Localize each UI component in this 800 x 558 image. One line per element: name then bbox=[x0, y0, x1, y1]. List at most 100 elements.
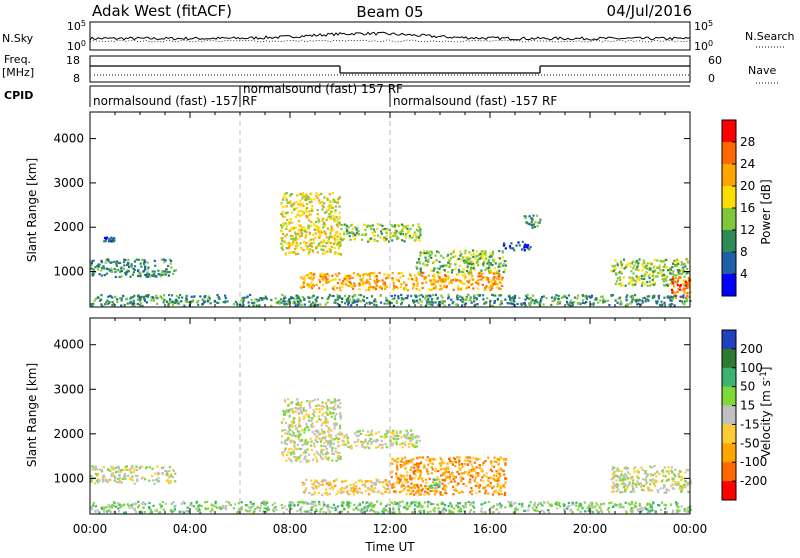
echo-cell bbox=[326, 483, 328, 485]
echo-cell bbox=[347, 502, 349, 504]
echo-cell bbox=[324, 245, 326, 247]
echo-cell bbox=[313, 484, 315, 486]
echo-cell bbox=[447, 476, 449, 478]
echo-cell bbox=[297, 444, 299, 446]
echo-cell bbox=[263, 297, 265, 299]
echo-cell bbox=[322, 511, 324, 513]
echo-cell bbox=[178, 297, 180, 299]
echo-cell bbox=[504, 269, 506, 271]
echo-cell bbox=[196, 501, 198, 503]
echo-cell bbox=[287, 201, 289, 203]
echo-cell bbox=[136, 259, 138, 261]
echo-cell bbox=[337, 505, 339, 507]
echo-cell bbox=[362, 501, 364, 503]
power-ylabel: Slant Range [km] bbox=[25, 158, 39, 262]
echo-cell bbox=[162, 501, 164, 503]
echo-cell bbox=[352, 235, 354, 237]
echo-cell bbox=[494, 460, 496, 462]
echo-cell bbox=[534, 226, 536, 228]
echo-cell bbox=[406, 437, 408, 439]
echo-cell bbox=[163, 299, 165, 301]
echo-cell bbox=[309, 402, 311, 404]
echo-cell bbox=[321, 408, 323, 410]
echo-cell bbox=[458, 288, 460, 290]
echo-cell bbox=[322, 484, 324, 486]
echo-cell bbox=[551, 297, 553, 299]
echo-cell bbox=[326, 492, 328, 494]
echo-cell bbox=[449, 502, 451, 504]
echo-cell bbox=[96, 468, 98, 470]
echo-cell bbox=[127, 259, 129, 261]
echo-cell bbox=[294, 446, 296, 448]
echo-cell bbox=[318, 201, 320, 203]
echo-cell bbox=[457, 298, 459, 300]
echo-cell bbox=[475, 255, 477, 257]
echo-cell bbox=[631, 280, 633, 282]
echo-cell bbox=[304, 275, 306, 277]
echo-cell bbox=[399, 491, 401, 493]
echo-cell bbox=[259, 507, 261, 509]
echo-cell bbox=[468, 470, 470, 472]
echo-cell bbox=[477, 294, 479, 296]
echo-cell bbox=[281, 237, 283, 239]
echo-cell bbox=[368, 493, 370, 495]
echo-cell bbox=[346, 298, 348, 300]
echo-cell bbox=[426, 470, 428, 472]
echo-cell bbox=[403, 464, 405, 466]
echo-cell bbox=[172, 301, 174, 303]
echo-cell bbox=[376, 501, 378, 503]
echo-cell bbox=[306, 203, 308, 205]
echo-cell bbox=[463, 283, 465, 285]
echo-cell bbox=[681, 268, 683, 270]
echo-cell bbox=[611, 478, 613, 480]
echo-cell bbox=[307, 415, 309, 417]
echo-cell bbox=[599, 506, 601, 508]
echo-cell bbox=[166, 470, 168, 472]
echo-cell bbox=[320, 230, 322, 232]
echo-cell bbox=[331, 246, 333, 248]
echo-cell bbox=[92, 274, 94, 276]
echo-cell bbox=[375, 447, 377, 449]
echo-cell bbox=[321, 297, 323, 299]
echo-cell bbox=[344, 224, 346, 226]
echo-cell bbox=[425, 252, 427, 254]
echo-cell bbox=[539, 219, 541, 221]
freq-tick-top: 18 bbox=[66, 54, 80, 67]
echo-cell bbox=[355, 485, 357, 487]
echo-cell bbox=[676, 509, 678, 511]
echo-cell bbox=[681, 505, 683, 507]
echo-cell bbox=[160, 506, 162, 508]
echo-cell bbox=[100, 294, 102, 296]
echo-cell bbox=[317, 453, 319, 455]
echo-cell bbox=[154, 483, 156, 485]
echo-cell bbox=[450, 504, 452, 506]
beam-title: Beam 05 bbox=[356, 3, 423, 21]
echo-cell bbox=[438, 486, 440, 488]
echo-cell bbox=[253, 302, 255, 304]
echo-cell bbox=[423, 511, 425, 513]
echo-cell bbox=[303, 249, 305, 251]
echo-cell bbox=[419, 254, 421, 256]
echo-cell bbox=[472, 278, 474, 280]
echo-cell bbox=[162, 472, 164, 474]
echo-cell bbox=[555, 503, 557, 505]
echo-cell bbox=[467, 265, 469, 267]
echo-cell bbox=[430, 289, 432, 291]
echo-cell bbox=[320, 451, 322, 453]
echo-cell bbox=[476, 251, 478, 253]
echo-cell bbox=[517, 508, 519, 510]
echo-cell bbox=[289, 433, 291, 435]
echo-cell bbox=[341, 224, 343, 226]
echo-cell bbox=[511, 300, 513, 302]
echo-cell bbox=[168, 275, 170, 277]
echo-cell bbox=[487, 457, 489, 459]
echo-cell bbox=[287, 437, 289, 439]
echo-cell bbox=[309, 492, 311, 494]
echo-cell bbox=[385, 297, 387, 299]
echo-cell bbox=[403, 506, 405, 508]
echo-cell bbox=[663, 260, 665, 262]
echo-cell bbox=[312, 400, 314, 402]
echo-cell bbox=[419, 228, 421, 230]
echo-cell bbox=[311, 494, 313, 496]
echo-cell bbox=[152, 270, 154, 272]
